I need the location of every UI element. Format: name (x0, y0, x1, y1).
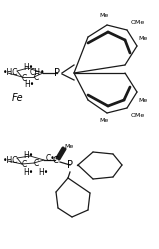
Text: Me: Me (64, 143, 73, 148)
Text: C: C (34, 72, 39, 81)
Text: Me: Me (138, 98, 147, 103)
Text: •HC: •HC (3, 67, 18, 76)
Text: Me: Me (99, 118, 109, 123)
Text: Me: Me (99, 12, 109, 17)
Text: C: C (34, 159, 39, 168)
Text: OMe: OMe (131, 113, 145, 118)
Text: H•: H• (24, 79, 34, 88)
Text: CH•: CH• (30, 67, 45, 76)
Text: H•: H• (23, 168, 33, 177)
Text: P: P (54, 68, 60, 78)
Text: H•: H• (23, 150, 33, 160)
Text: H•: H• (23, 62, 33, 71)
Text: C: C (52, 155, 58, 165)
Text: C•: C• (46, 153, 56, 163)
Text: C: C (22, 73, 27, 82)
Text: Me: Me (138, 36, 147, 41)
Text: OMe: OMe (131, 19, 145, 24)
Text: Fe: Fe (12, 93, 24, 103)
Text: •HC: •HC (3, 155, 18, 165)
Text: C: C (22, 160, 27, 169)
Text: P: P (67, 160, 73, 170)
Text: H•: H• (38, 168, 48, 177)
